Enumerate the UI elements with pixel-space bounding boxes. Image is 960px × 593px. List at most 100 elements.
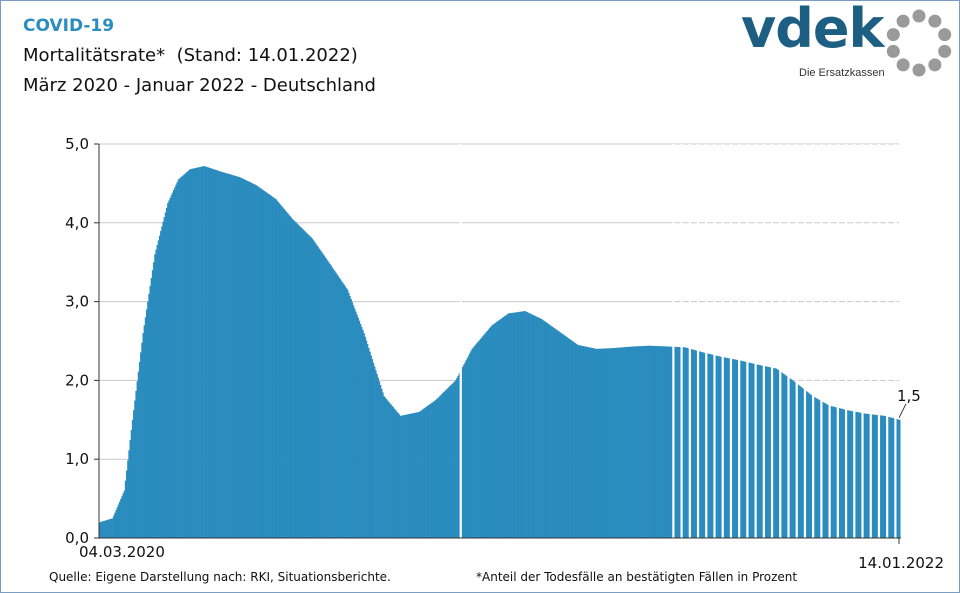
data-bar	[396, 411, 398, 538]
data-bar	[352, 305, 355, 538]
data-bar	[364, 336, 367, 538]
data-bar	[863, 413, 866, 538]
data-bar	[349, 295, 351, 538]
data-bar	[188, 170, 190, 539]
data-bar	[814, 397, 816, 538]
data-bar	[343, 284, 345, 538]
data-bar	[626, 346, 628, 538]
data-bar	[519, 311, 522, 538]
data-bar	[171, 192, 174, 538]
data-bar	[315, 243, 317, 538]
data-bar	[128, 450, 130, 538]
data-bar	[691, 349, 693, 538]
data-bar	[760, 365, 762, 538]
data-bar	[888, 417, 890, 538]
data-bar	[182, 175, 184, 539]
data-bar	[508, 313, 511, 538]
data-bar	[741, 360, 744, 538]
data-bar	[486, 330, 489, 538]
data-bar	[333, 270, 336, 538]
bar-gap	[894, 144, 897, 538]
data-bar	[841, 408, 843, 538]
data-bar	[101, 521, 103, 538]
data-bar	[187, 171, 189, 538]
data-bar	[134, 400, 136, 538]
logo-ring-dot	[912, 63, 926, 77]
data-bar	[627, 346, 630, 538]
data-bar	[111, 518, 114, 538]
data-bar	[577, 344, 579, 538]
data-bar	[816, 398, 819, 538]
data-bar	[444, 390, 446, 538]
axis-labels: 0,0 1,0 2,0 3,0 4,0 5,0 04.03.2020 14.01.2022 1,…	[65, 135, 944, 572]
data-bar	[653, 345, 655, 538]
data-bar	[716, 355, 719, 538]
data-bar	[248, 181, 250, 538]
data-bar	[133, 410, 135, 538]
data-bar	[362, 330, 364, 538]
data-bar	[684, 347, 686, 538]
data-bar	[561, 333, 564, 538]
data-bar	[163, 217, 166, 538]
data-bar	[591, 347, 593, 538]
data-bar	[602, 348, 605, 538]
data-bar	[431, 402, 433, 538]
data-bar	[849, 410, 852, 538]
data-bar	[842, 409, 845, 538]
data-bar	[169, 197, 171, 538]
data-bar	[604, 348, 606, 538]
data-bar	[718, 356, 720, 538]
data-bar	[407, 414, 410, 538]
data-bar	[776, 369, 779, 538]
data-bar	[632, 346, 634, 538]
y-tick-label: 5,0	[65, 135, 89, 153]
data-bar	[773, 368, 775, 538]
data-bar	[283, 209, 285, 538]
data-bar	[366, 344, 369, 538]
bar-gap	[672, 144, 675, 538]
data-bar	[222, 172, 224, 538]
data-bar	[418, 411, 421, 538]
data-bar	[319, 250, 322, 538]
data-bar	[110, 518, 113, 538]
data-bar	[363, 333, 365, 538]
data-bar	[217, 170, 220, 539]
bar-gap	[820, 144, 823, 538]
data-bar	[480, 337, 483, 538]
data-bar	[158, 235, 161, 538]
data-bar	[661, 346, 664, 538]
data-bar	[686, 347, 688, 538]
data-bar	[442, 393, 444, 538]
data-bar	[452, 382, 455, 538]
data-bar	[614, 347, 617, 538]
data-bar	[817, 399, 820, 538]
data-bar	[595, 348, 598, 538]
data-bar	[191, 168, 194, 538]
data-bar	[548, 324, 551, 538]
data-bar	[358, 320, 361, 538]
data-bar	[847, 410, 849, 538]
data-bar	[259, 188, 262, 538]
data-bar	[113, 515, 115, 538]
data-bar	[871, 414, 874, 538]
data-bar	[305, 232, 308, 538]
data-bar	[748, 362, 751, 538]
data-bar	[675, 346, 678, 538]
data-bar	[806, 391, 808, 538]
data-bar	[232, 175, 235, 538]
data-bar	[212, 169, 215, 538]
data-bar	[161, 226, 163, 538]
data-bar	[422, 409, 424, 538]
bar-gap	[729, 144, 733, 538]
data-bar	[276, 200, 278, 538]
data-bar	[479, 339, 482, 538]
data-bar	[230, 174, 233, 538]
data-bar	[221, 171, 223, 539]
data-bar	[436, 398, 438, 538]
bar-gap	[770, 144, 774, 538]
data-bar	[339, 279, 342, 538]
data-bar	[667, 346, 670, 538]
data-bar	[518, 311, 520, 538]
data-bar	[360, 326, 363, 538]
data-bar	[503, 316, 505, 538]
